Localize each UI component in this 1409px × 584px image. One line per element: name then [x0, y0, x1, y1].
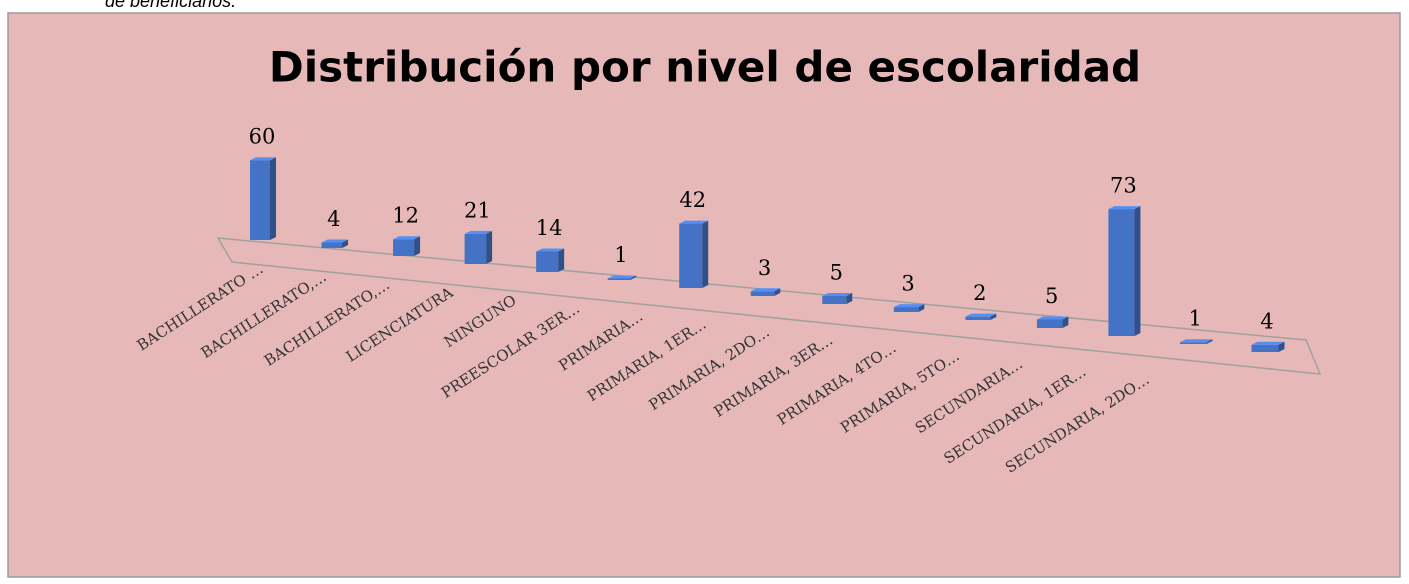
bar-top — [607, 275, 637, 279]
data-label: 21 — [464, 198, 491, 222]
bar — [250, 157, 276, 240]
data-label: 42 — [679, 188, 706, 212]
bar-top — [965, 313, 997, 317]
chart-title: Distribución por nivel de escolaridad — [269, 43, 1141, 92]
bar — [393, 236, 421, 256]
bar-side — [558, 248, 565, 272]
bar — [321, 239, 349, 248]
bar — [965, 313, 997, 320]
bar-top — [822, 292, 853, 296]
bar-front — [893, 307, 919, 312]
data-label: 1 — [614, 243, 627, 267]
bar — [536, 248, 565, 272]
bar-side — [846, 292, 853, 304]
bar-top — [1251, 341, 1285, 345]
bar — [822, 292, 853, 304]
bar-front — [250, 160, 270, 240]
data-label: 3 — [901, 272, 914, 296]
bar-side — [630, 275, 637, 280]
bar — [1179, 339, 1213, 344]
bar — [679, 220, 709, 288]
data-label: 5 — [1045, 284, 1058, 308]
bar-front — [822, 295, 847, 304]
caption: de beneficiarios. — [105, 0, 236, 11]
bar — [1108, 206, 1141, 336]
bar-front — [393, 239, 415, 256]
bar-front — [1036, 319, 1063, 328]
bar-top — [1179, 339, 1213, 343]
data-label: 73 — [1110, 174, 1137, 198]
bar-top — [893, 304, 925, 308]
bar-top — [679, 220, 709, 224]
data-label: 12 — [392, 204, 419, 228]
data-label: 60 — [249, 125, 276, 149]
bar-front — [1179, 342, 1207, 344]
bar-front — [679, 223, 703, 288]
bar-front — [536, 251, 559, 272]
data-label: 2 — [973, 281, 986, 305]
data-label: 3 — [758, 256, 771, 280]
data-label: 14 — [536, 216, 563, 240]
data-label: 4 — [327, 207, 340, 231]
bar-side — [1206, 339, 1213, 344]
data-label: 4 — [1260, 309, 1273, 333]
bar-side — [270, 157, 276, 240]
bar-front — [464, 233, 487, 264]
bar-side — [990, 313, 997, 320]
bar-front — [750, 291, 775, 296]
bar — [607, 275, 637, 280]
bar-front — [1108, 209, 1135, 336]
bar-side — [342, 239, 349, 248]
bar-front — [1251, 344, 1279, 352]
chart-area — [7, 12, 1401, 578]
bar — [1251, 341, 1285, 352]
bar-side — [702, 220, 709, 288]
bar-side — [918, 304, 925, 312]
bar-side — [486, 230, 493, 264]
bar-top — [250, 157, 276, 161]
bar — [750, 288, 781, 296]
bar-top — [536, 248, 565, 252]
bar-front — [965, 316, 991, 320]
bar-side — [1278, 341, 1285, 352]
bar-top — [464, 230, 493, 234]
bar-top — [393, 236, 421, 240]
bar-top — [750, 288, 781, 292]
bar-front — [321, 242, 343, 248]
bar — [464, 230, 493, 264]
bar-side — [1134, 206, 1141, 336]
bar-side — [1062, 316, 1069, 328]
floor — [216, 237, 1322, 375]
bar-top — [1036, 316, 1069, 320]
data-label: 1 — [1189, 307, 1202, 331]
bar-top — [321, 239, 349, 243]
bar-front — [607, 278, 631, 280]
bar — [1036, 316, 1069, 328]
bar-side — [774, 288, 781, 296]
data-label: 5 — [830, 260, 843, 284]
bar-side — [414, 236, 421, 256]
bar-top — [1108, 206, 1141, 210]
bar — [893, 304, 925, 312]
